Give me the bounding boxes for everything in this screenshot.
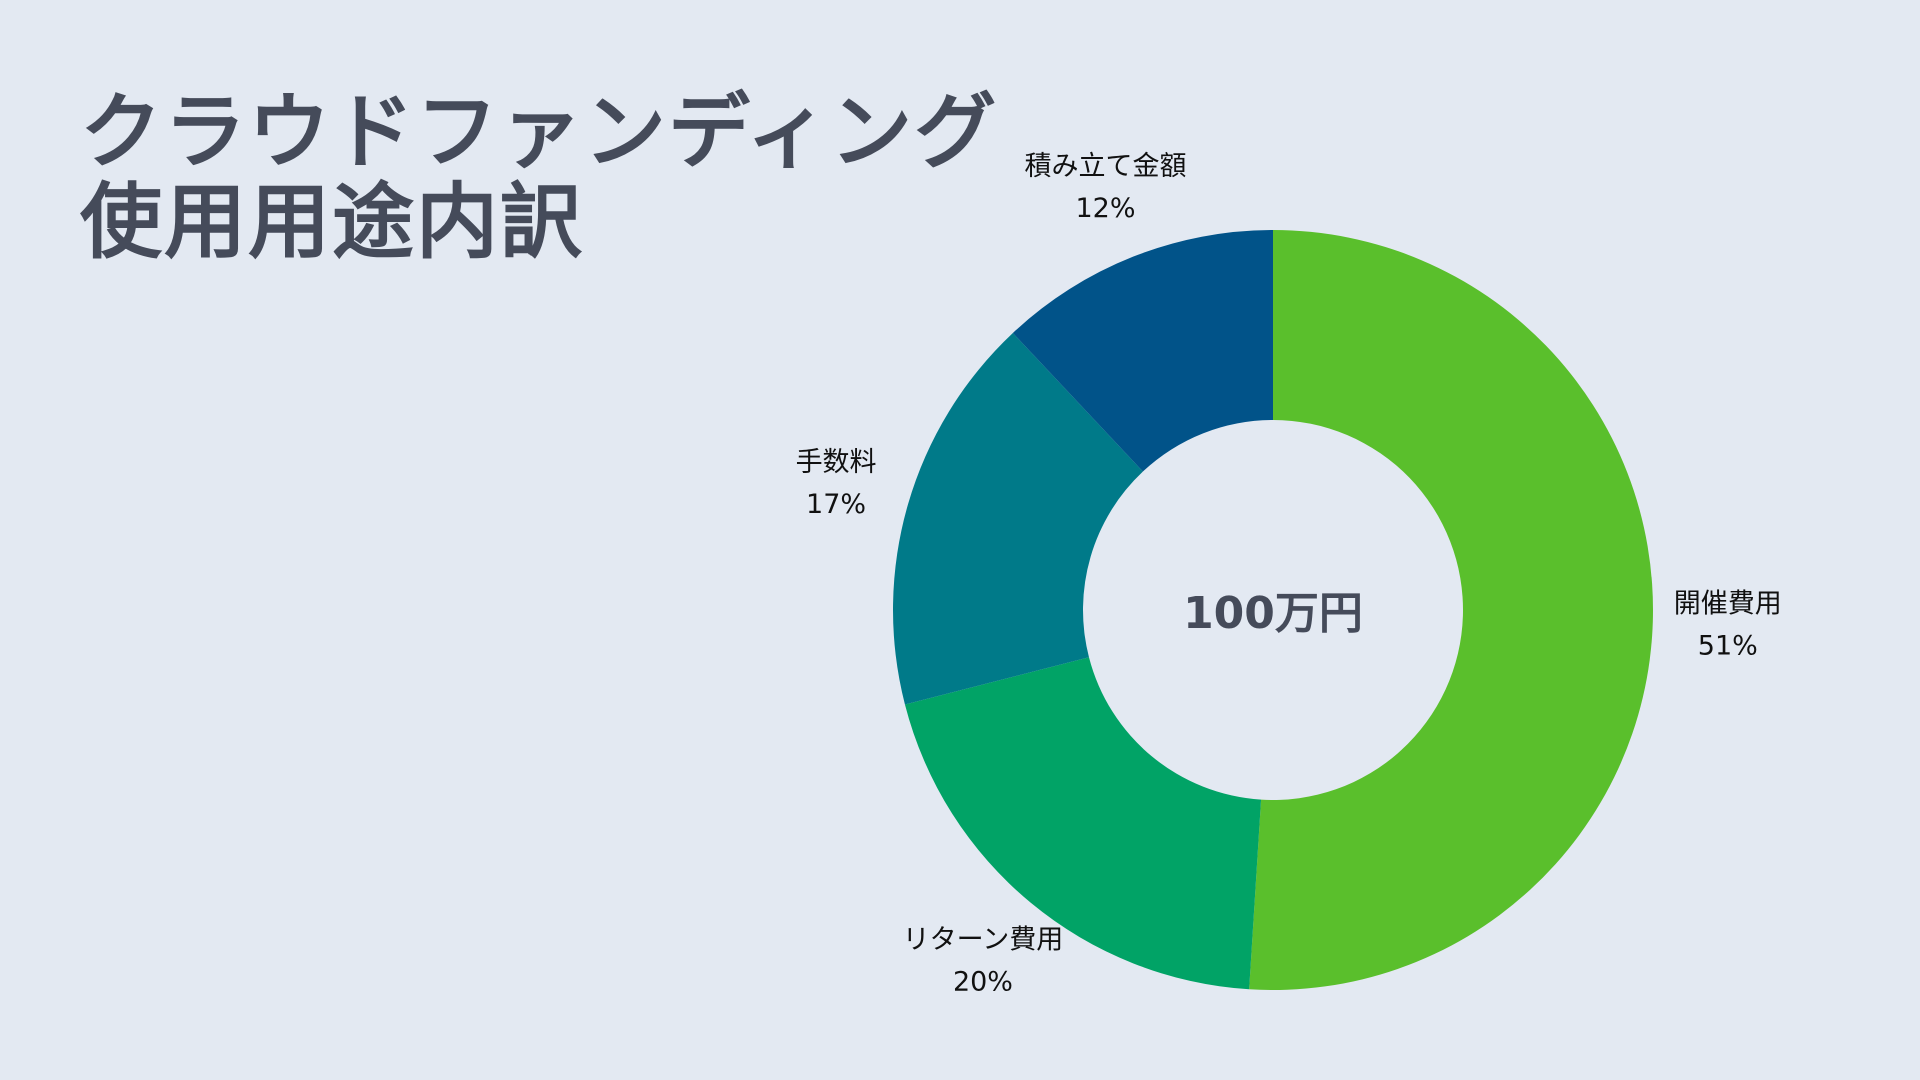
slice-labels: 開催費用 51% リターン費用 20% 手数料 17% 積み立て金額 12% — [796, 151, 1782, 998]
donut-slice-3 — [893, 332, 1143, 705]
donut-center-label: 100万円 — [1183, 588, 1363, 639]
slice-name-3: 手数料 — [796, 447, 877, 478]
donut-slices — [893, 230, 1653, 990]
slice-label-4: 積み立て金額 12% — [1025, 151, 1187, 224]
slice-percent-4: 12% — [1075, 193, 1135, 224]
chart-title: クラウドファンディング 使用用途内訳 — [80, 88, 998, 268]
chart-title-line-1: クラウドファンディング — [80, 85, 999, 180]
slice-percent-1: 51% — [1698, 630, 1758, 661]
slice-percent-2: 20% — [953, 967, 1013, 998]
slice-label-3: 手数料 17% — [796, 447, 877, 520]
slice-label-1: 開催費用 51% — [1674, 588, 1782, 661]
donut-slice-4 — [1012, 230, 1273, 472]
slice-label-2: リターン費用 20% — [903, 925, 1064, 998]
slice-percent-3: 17% — [806, 489, 866, 520]
chart-title-line-2: 使用用途内訳 — [80, 175, 585, 270]
slice-name-2: リターン費用 — [903, 925, 1064, 956]
slice-name-1: 開催費用 — [1674, 588, 1782, 619]
donut-slice-1 — [1249, 230, 1653, 990]
slice-name-4: 積み立て金額 — [1025, 151, 1187, 182]
donut-slice-2 — [904, 657, 1262, 990]
